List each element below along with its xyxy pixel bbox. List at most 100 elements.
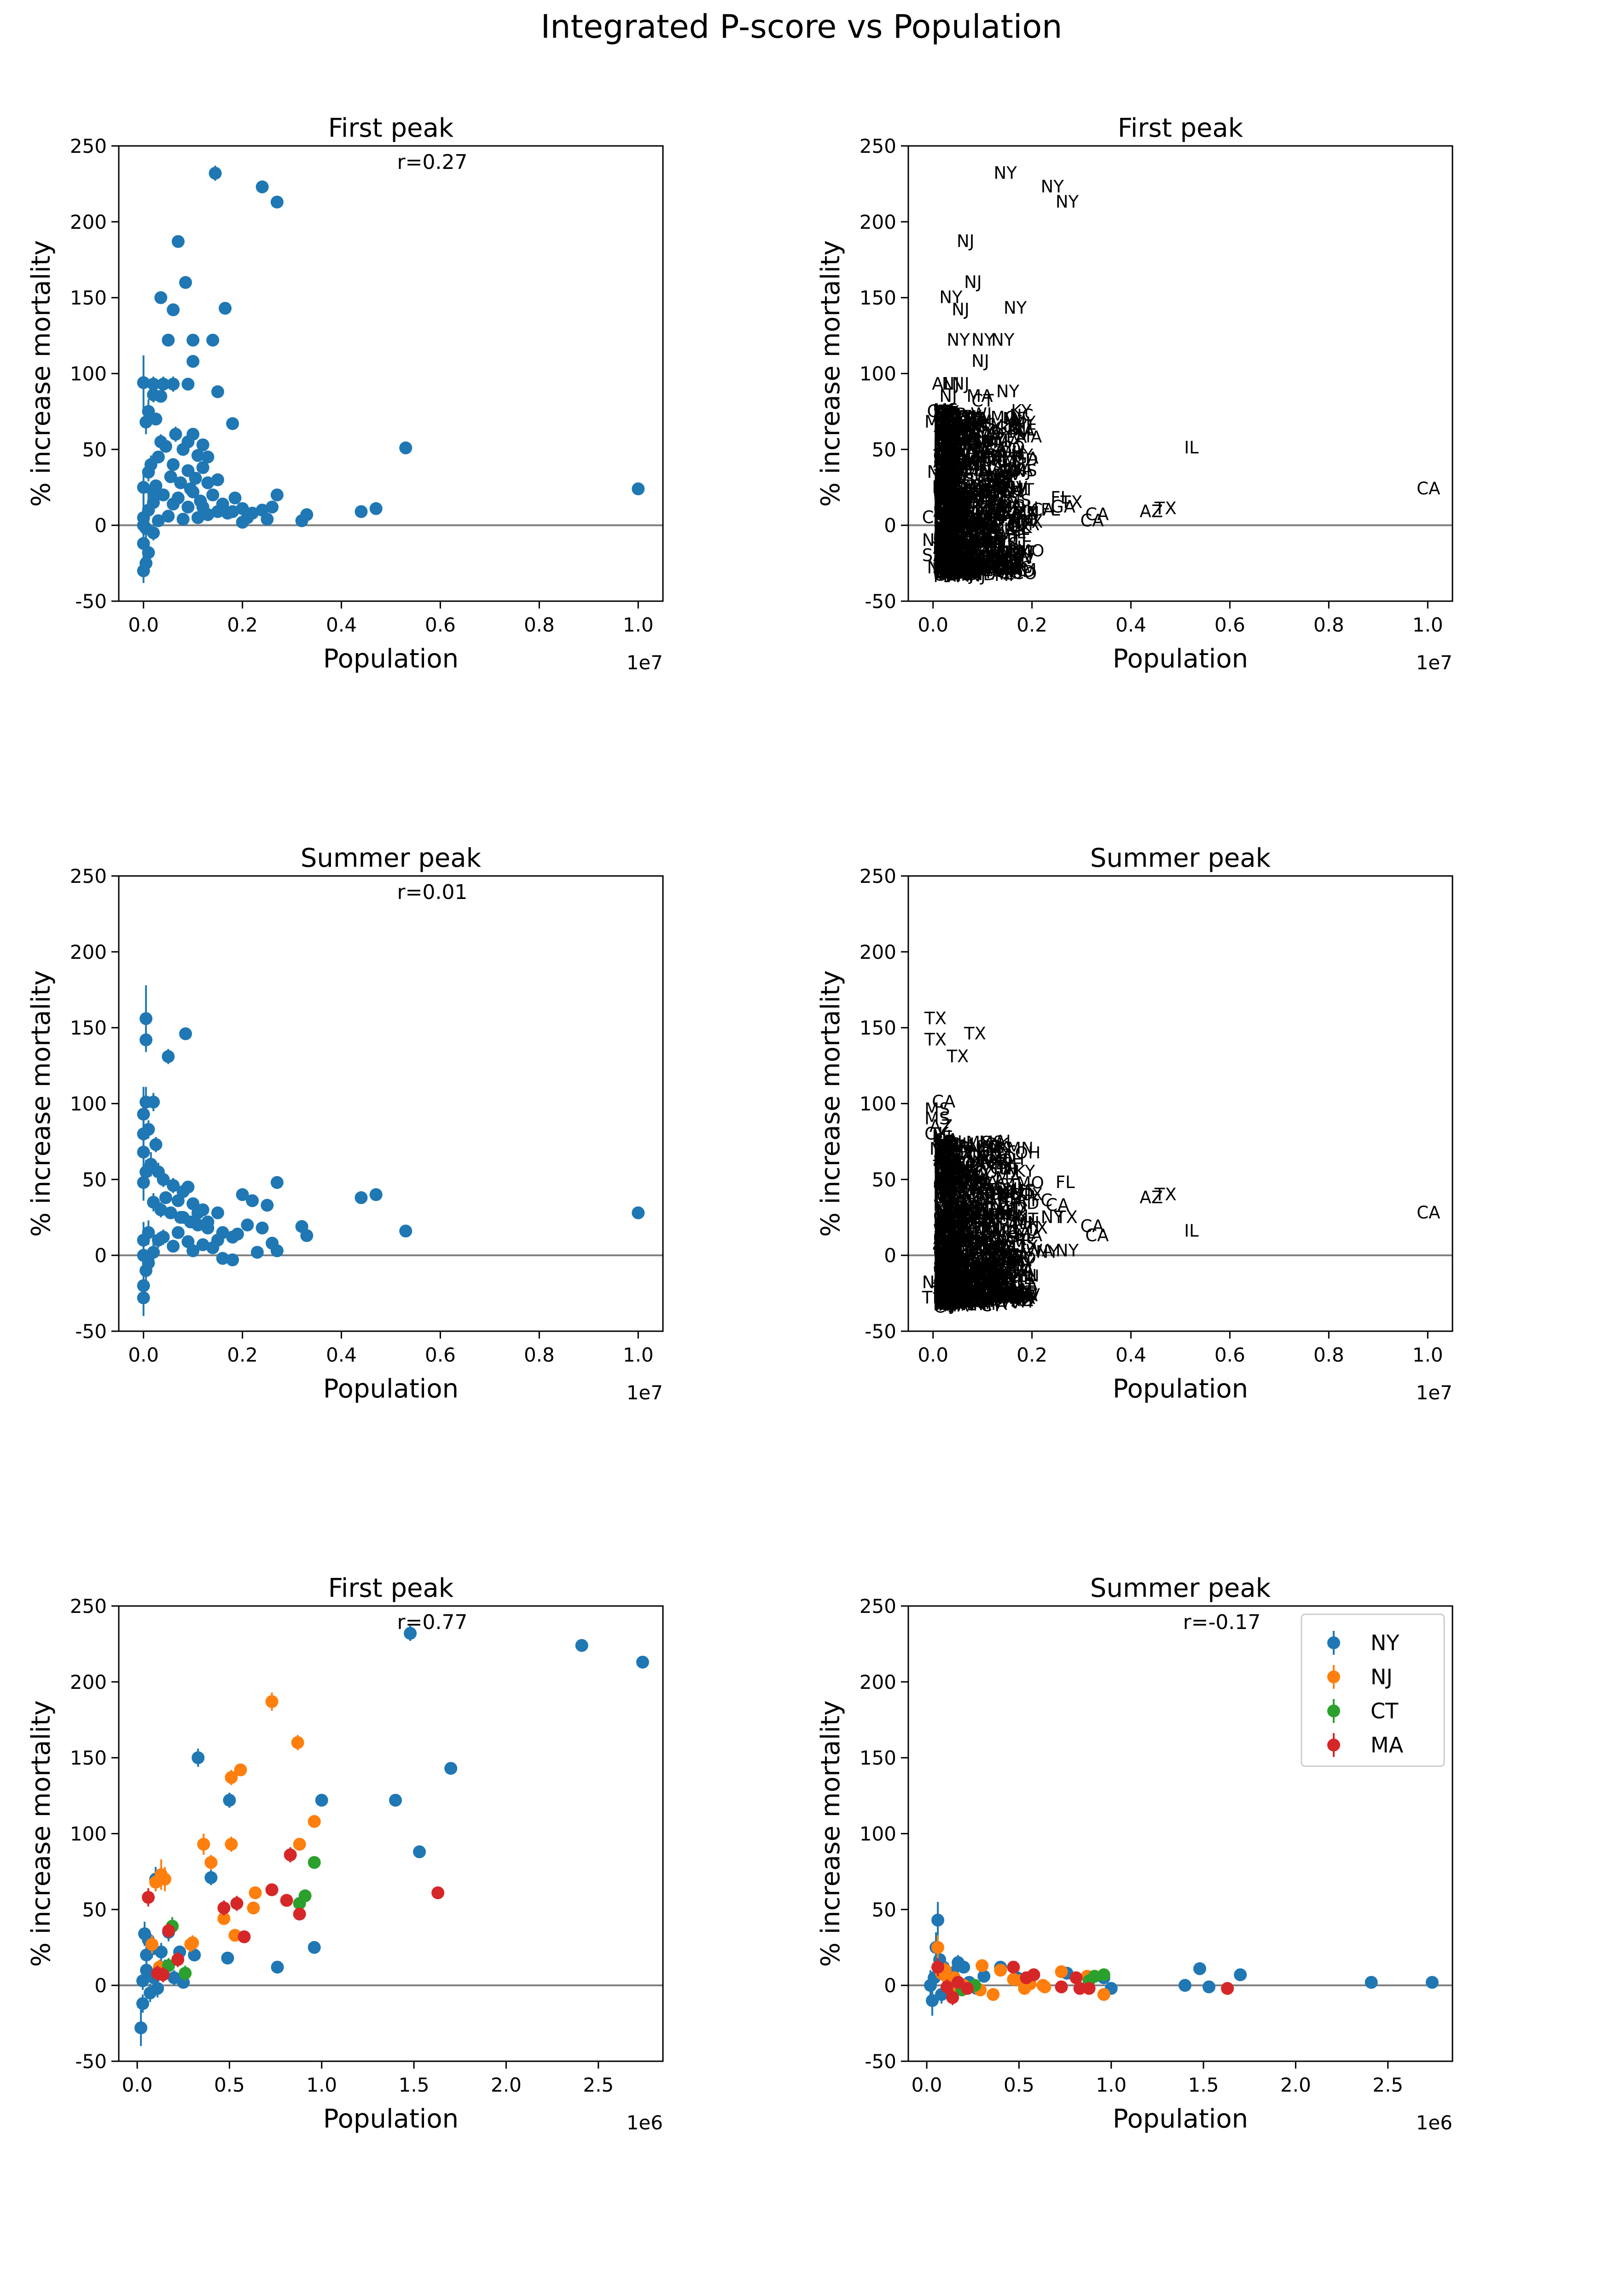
- state-label-cloud: MI: [933, 445, 953, 464]
- data-point: [354, 1191, 368, 1204]
- y-tick-label: 100: [860, 1093, 896, 1115]
- state-label-cloud: AR: [982, 529, 1005, 548]
- state-label-cloud: NV: [998, 557, 1022, 576]
- legend-entry-label: MA: [1371, 1733, 1404, 1757]
- state-label: TX: [946, 1046, 969, 1066]
- data-point: [270, 488, 284, 502]
- state-label-cloud: UT: [935, 467, 958, 486]
- data-point: [924, 1979, 937, 1992]
- state-label-cloud: SD: [934, 559, 958, 578]
- data-point: [174, 476, 187, 489]
- state-label-cloud: CT: [936, 525, 958, 544]
- state-label-cloud: WI: [985, 504, 1006, 523]
- state-label-cloud: MI: [984, 533, 1004, 552]
- state-label: CT: [971, 391, 994, 411]
- data-point: [137, 564, 150, 578]
- data-point: [167, 1240, 180, 1253]
- state-label-cloud: UT: [953, 562, 975, 581]
- data-point: [226, 417, 239, 430]
- data-point: [149, 1875, 163, 1889]
- x-axis-label: Population: [1113, 2104, 1248, 2134]
- state-label-cloud: SC: [937, 406, 959, 424]
- y-tick-label: 50: [872, 1168, 896, 1191]
- state-label-cloud: MI: [969, 507, 988, 526]
- state-label-cloud: ND: [950, 487, 976, 506]
- state-label-cloud: ND: [933, 556, 958, 574]
- data-point: [1027, 1968, 1040, 1982]
- data-point: [194, 494, 207, 508]
- x-tick-label: 2.0: [1280, 2074, 1311, 2096]
- x-tick-label: 2.5: [1372, 2074, 1403, 2096]
- state-label-cloud: TN: [1010, 549, 1033, 568]
- x-tick-label: 0.0: [912, 2074, 942, 2096]
- x-axis-label: Population: [323, 2104, 459, 2134]
- data-point: [176, 512, 190, 526]
- data-point: [171, 491, 185, 504]
- y-axis-label: % increase mortality: [26, 1700, 56, 1967]
- state-label: PA: [1006, 427, 1027, 447]
- data-point: [201, 508, 215, 522]
- data-point: [308, 1856, 321, 1869]
- x-tick-label: 0.2: [227, 1344, 258, 1366]
- data-point: [171, 235, 185, 248]
- data-point: [632, 1206, 645, 1219]
- state-label-cloud: MN: [933, 493, 960, 512]
- state-label-cloud: NC: [942, 457, 966, 475]
- state-label: NY: [1056, 192, 1079, 212]
- state-label-cloud: ND: [958, 559, 983, 578]
- state-label-cloud: NM: [934, 486, 960, 504]
- state-label-cloud: MS: [979, 1133, 1004, 1152]
- state-label-cloud: MT: [934, 482, 959, 501]
- subplot-title: First peak: [328, 1573, 454, 1603]
- state-label-cloud: TN: [976, 1281, 999, 1300]
- state-label-cloud: ID: [962, 436, 979, 455]
- state-label: ND: [922, 1273, 948, 1293]
- state-label-cloud: IL: [934, 545, 948, 563]
- state-label-cloud: AL: [1006, 552, 1027, 571]
- state-label-cloud: KY: [1011, 401, 1032, 420]
- data-point: [293, 1908, 306, 1921]
- correlation-annotation: r=0.01: [397, 881, 468, 904]
- state-label-cloud: VA: [979, 515, 1000, 533]
- state-label-cloud: IA: [940, 522, 956, 541]
- state-label-cloud: AL: [937, 461, 958, 480]
- state-label-cloud: NC: [989, 468, 1013, 487]
- y-tick-label: 0: [94, 1974, 107, 1997]
- data-point: [201, 1215, 215, 1229]
- data-point: [149, 1138, 163, 1151]
- state-label-cloud: MN: [941, 500, 968, 519]
- state-label-cloud: GA: [934, 533, 958, 551]
- subplot-title: First peak: [1118, 113, 1243, 143]
- state-label-cloud: NC: [946, 412, 970, 431]
- state-label-cloud: AL: [935, 432, 955, 451]
- state-label-cloud: NV: [955, 552, 979, 571]
- data-point: [249, 1886, 262, 1900]
- data-point: [201, 476, 215, 489]
- state-label-cloud: GA: [955, 478, 980, 497]
- data-point: [389, 1793, 402, 1807]
- state-label-cloud: NJ: [934, 511, 951, 530]
- state-label-cloud: OH: [957, 551, 982, 569]
- state-label-cloud: MD: [938, 534, 965, 553]
- state-label-cloud: WI: [958, 532, 979, 551]
- state-label-cloud: OH: [952, 483, 977, 502]
- state-label: CA: [1417, 1203, 1440, 1223]
- state-label-cloud: SC: [934, 465, 956, 484]
- data-point: [1007, 1960, 1020, 1974]
- state-label-cloud: NJ: [942, 441, 960, 460]
- data-point: [284, 1848, 297, 1861]
- legend-marker: [1327, 1705, 1340, 1717]
- state-label-cloud: WI: [933, 485, 954, 504]
- state-label-cloud: IA: [952, 493, 969, 512]
- x-tick-label: 1.0: [1412, 614, 1443, 636]
- state-label-cloud: WI: [935, 475, 956, 494]
- state-label-cloud: NV: [943, 1179, 967, 1198]
- state-label: IL: [1184, 1221, 1199, 1241]
- state-label-cloud: UT: [961, 533, 984, 552]
- state-label-cloud: WA: [951, 521, 978, 539]
- state-label: TX: [1154, 1184, 1177, 1204]
- data-point: [137, 519, 150, 532]
- state-label-cloud: NE: [971, 493, 994, 512]
- x-scale-label: 1e7: [1416, 651, 1452, 674]
- state-label-cloud: AL: [988, 543, 1009, 562]
